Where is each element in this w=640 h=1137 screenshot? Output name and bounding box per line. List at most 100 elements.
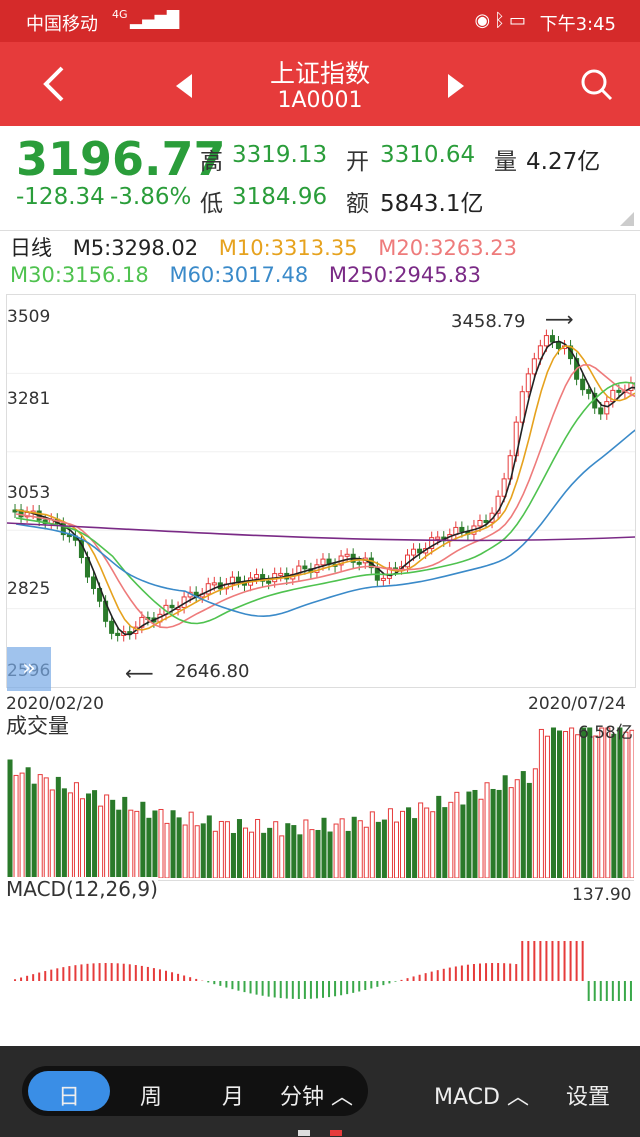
high-annotation: 3458.79	[451, 311, 526, 332]
macd-bar	[315, 981, 318, 999]
ma-legend-row1: 日线 M5:3298.02 M10:3313.35 M20:3263.23	[10, 232, 517, 262]
volume-bar	[375, 821, 381, 879]
ma20-label: M20:3263.23	[378, 236, 517, 260]
search-icon[interactable]	[580, 68, 614, 102]
volume-bar	[230, 832, 236, 879]
volume-chart[interactable]: 成交量 6.58亿	[6, 710, 635, 879]
bottom-toolbar: 日 周 月 分钟 ︿ MACD ︿ 设置	[0, 1046, 640, 1137]
candlestick-svg	[6, 329, 640, 642]
volume-bar	[448, 801, 454, 879]
volume-bar	[158, 808, 164, 879]
macd-bar	[165, 970, 167, 981]
volume-bar	[400, 810, 406, 879]
indicator-selector[interactable]: MACD ︿	[434, 1079, 529, 1111]
high-label: 高	[200, 149, 223, 175]
macd-bar	[68, 966, 71, 981]
volume-bar	[273, 821, 279, 879]
candle	[604, 401, 610, 415]
battery-icon: ▭	[508, 10, 530, 31]
clock: 下午3:45	[539, 14, 616, 35]
candle	[169, 604, 175, 609]
candle	[60, 522, 66, 536]
y-tick: 3281	[7, 389, 51, 409]
tab-day[interactable]: 日	[58, 1085, 81, 1110]
macd-bar	[104, 963, 107, 981]
macd-bar	[177, 973, 180, 981]
volume-bar	[309, 829, 315, 879]
volume-bar	[236, 819, 242, 879]
volume-bar	[412, 818, 418, 879]
page-indicator-active	[330, 1130, 342, 1136]
macd-bar	[134, 965, 137, 981]
candle	[429, 537, 435, 550]
volume-bar	[279, 835, 285, 879]
macd-bar	[617, 981, 620, 1001]
macd-bar	[38, 972, 41, 981]
date-start: 2020/02/20	[6, 694, 104, 714]
next-stock-icon[interactable]	[446, 72, 466, 100]
macd-bar	[273, 981, 276, 998]
tab-week[interactable]: 周	[140, 1085, 163, 1110]
volume-bar	[122, 796, 128, 879]
macd-bar	[32, 974, 35, 981]
macd-chart[interactable]: MACD(12,26,9) 137.90	[6, 877, 634, 1043]
open-label: 开	[346, 149, 369, 175]
volume-bar	[134, 810, 140, 879]
volume-bar	[333, 823, 339, 879]
volume-bar	[182, 824, 188, 879]
macd-bar	[352, 981, 355, 993]
y-tick: 3509	[7, 307, 51, 327]
volume-bar	[526, 782, 532, 879]
expand-corner-icon[interactable]	[620, 212, 634, 226]
stock-code: 1A0001	[277, 88, 363, 113]
volume-bar	[86, 793, 92, 879]
macd-bar	[557, 941, 560, 981]
macd-bar	[388, 981, 391, 984]
candle	[254, 574, 260, 579]
volume-bar	[514, 779, 520, 879]
macd-bar	[539, 941, 542, 981]
volume-bar	[581, 727, 587, 879]
candlestick-chart[interactable]: 3509 3281 3053 2825 2596 3458.79 ⟶ ⟵ 264…	[6, 294, 640, 691]
volume-bar	[200, 823, 206, 879]
chevron-up-icon: ︿	[506, 1085, 529, 1110]
volume-bar	[339, 818, 345, 879]
low-label: 低	[200, 191, 223, 217]
candle	[91, 576, 97, 589]
volume-bar	[261, 832, 267, 879]
macd-bar	[279, 981, 282, 999]
volume-bar	[116, 809, 122, 879]
macd-max-label: 137.90	[572, 885, 632, 905]
volume-bar	[19, 772, 25, 879]
macd-bar	[485, 963, 488, 981]
volume-max-label: 6.58亿	[578, 723, 633, 743]
volume-bar	[31, 783, 37, 879]
collapse-panel-icon[interactable]: »	[7, 647, 51, 691]
tab-month[interactable]: 月	[222, 1085, 245, 1110]
volume-bar	[67, 792, 73, 879]
candle	[260, 574, 266, 582]
back-icon[interactable]	[40, 64, 70, 104]
candle	[109, 620, 115, 634]
period-label[interactable]: 日线	[10, 236, 52, 260]
volume-bar	[611, 733, 617, 879]
ma-line	[15, 340, 639, 636]
volume-bar	[617, 727, 623, 879]
volume-bar	[532, 768, 538, 879]
volume-bar	[593, 735, 599, 879]
candle	[483, 519, 489, 523]
settings-button[interactable]: 设置	[566, 1085, 611, 1110]
macd-bar	[62, 967, 65, 981]
prev-stock-icon[interactable]	[174, 72, 194, 100]
candle	[610, 389, 616, 403]
volume-bar	[25, 767, 31, 879]
volume-bar	[629, 729, 635, 879]
candle	[211, 582, 217, 586]
macd-bar	[587, 981, 590, 1001]
carrier-label: 中国移动	[26, 14, 98, 35]
date-end: 2020/07/24	[528, 694, 626, 714]
volume-bar	[49, 789, 55, 879]
tab-minute[interactable]: 分钟 ︿	[280, 1079, 353, 1111]
macd-bar	[340, 981, 343, 996]
macd-bar	[515, 964, 518, 981]
